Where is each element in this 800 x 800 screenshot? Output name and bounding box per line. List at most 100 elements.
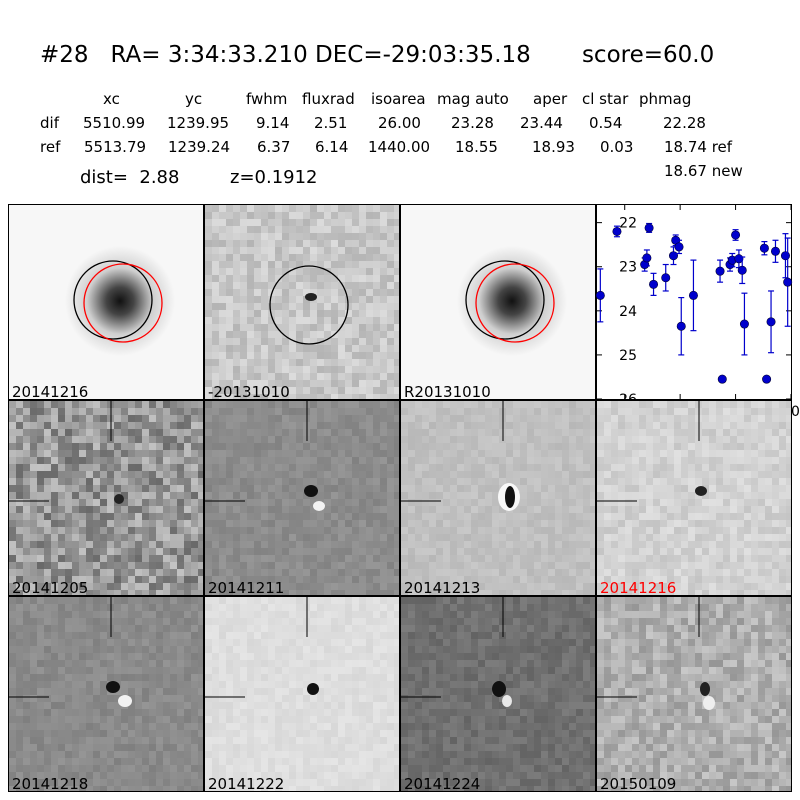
source-dark — [492, 681, 506, 697]
source-light — [118, 695, 132, 707]
source-dark — [505, 486, 515, 508]
stamp-label: 20141205 — [12, 579, 89, 596]
stamp-diff: 20141205 — [8, 400, 204, 596]
stamp-label: 20141222 — [208, 775, 285, 792]
stamp-overlay — [401, 597, 512, 707]
stamp-label: 20141216 — [12, 383, 89, 400]
stamp-diff: 20150109 — [596, 596, 792, 792]
table-cell: 26.00 — [378, 114, 421, 132]
col-header-fwhm: fwhm — [246, 90, 288, 108]
source-dark — [304, 485, 318, 497]
stamp-reference-image: R20131010 — [400, 204, 596, 400]
data-point — [595, 290, 605, 300]
table-cell: 1239.95 — [167, 114, 230, 132]
row-label-ref: ref — [40, 138, 61, 156]
data-point — [780, 251, 790, 261]
stamp-label-highlight: 20141216 — [600, 579, 677, 596]
stamp-label: 20141224 — [404, 775, 481, 792]
source-light — [703, 696, 715, 710]
col-header-isoarea: isoarea — [371, 90, 426, 108]
stamp-label: 20141218 — [12, 775, 89, 792]
stamp-overlay — [9, 597, 132, 707]
stamp-overlay — [597, 597, 715, 710]
light-curve-plot: -100-500502223242526 — [595, 204, 800, 420]
table-cell: 5510.99 — [83, 114, 146, 132]
stamp-label: 20150109 — [600, 775, 677, 792]
stamp-label: R20131010 — [404, 383, 491, 400]
source-dark — [114, 494, 124, 504]
ref-circle — [269, 265, 349, 345]
table-cell: 1239.24 — [168, 138, 231, 156]
stamp-diff: 20141211 — [204, 400, 400, 596]
source-light — [313, 501, 325, 511]
stamp-label: -20131010 — [208, 383, 290, 400]
stamp-new-image: 20141216 — [8, 204, 204, 400]
data-point — [770, 246, 780, 256]
data-point — [759, 243, 769, 253]
y-tick-label: 25 — [619, 348, 637, 364]
stamp-overlay — [269, 265, 349, 345]
stamp-noise — [597, 597, 791, 791]
table-cell: 6.37 — [257, 138, 291, 156]
stamp-diff-reference: -20131010 — [204, 204, 400, 400]
table-cell: 2.51 — [314, 114, 348, 132]
table-cell: 23.44 — [520, 114, 563, 132]
table-cell: 1440.00 — [368, 138, 431, 156]
col-header-phmag: phmag — [639, 90, 692, 108]
stamp-noise — [205, 597, 399, 791]
table-cell: 18.74 ref — [664, 138, 733, 156]
table-cell: 5513.79 — [84, 138, 147, 156]
source-dark — [106, 681, 120, 693]
col-header-aper: aper — [533, 90, 568, 108]
stamp-overlay — [205, 401, 325, 511]
data-point — [642, 253, 652, 263]
phmag-new: 18.67 new — [664, 162, 743, 180]
data-point — [731, 230, 741, 240]
stamp-overlay — [205, 597, 319, 698]
dist-value: dist= 2.88 — [80, 167, 180, 188]
source-dark — [695, 486, 707, 496]
stamp-diff: 20141213 — [400, 400, 596, 596]
stamp-diff: 20141222 — [204, 596, 400, 792]
col-header-fluxrad: fluxrad — [302, 90, 355, 108]
data-point — [739, 319, 749, 329]
stamp-diff: 20141218 — [8, 596, 204, 792]
source-dark — [305, 293, 317, 301]
data-point — [668, 251, 678, 261]
stamp-noise — [205, 205, 399, 399]
source-dark — [307, 683, 319, 695]
data-point — [661, 273, 671, 283]
stamp-overlay — [9, 401, 124, 504]
table-cell: 0.54 — [589, 114, 623, 132]
stamp-diff: 20141224 — [400, 596, 596, 792]
galaxy-blob — [457, 246, 567, 356]
data-point — [762, 374, 772, 384]
light-curve-svg: -100-500502223242526 — [595, 205, 800, 420]
table-cell: 18.55 — [455, 138, 498, 156]
table-cell: 23.28 — [451, 114, 494, 132]
ref-circle — [73, 260, 153, 340]
col-header-clstar: cl star — [582, 90, 629, 108]
y-tick-label: 23 — [619, 260, 637, 276]
stamp-noise — [401, 597, 595, 791]
galaxy-blob — [65, 246, 175, 356]
col-header-magauto: mag auto — [437, 90, 509, 108]
stamp-noise — [205, 401, 399, 595]
stamp-overlay — [401, 401, 520, 511]
new-circle — [475, 263, 555, 343]
y-tick-label: 22 — [619, 216, 637, 232]
table-cell: 9.14 — [256, 114, 290, 132]
data-point — [715, 266, 725, 276]
data-point — [717, 374, 727, 384]
new-circle — [83, 263, 163, 343]
stamp-noise — [401, 401, 595, 595]
stamp-diff: 20141216 — [596, 400, 792, 596]
data-point — [688, 290, 698, 300]
stamp-overlay — [597, 401, 707, 502]
table-cell: 6.14 — [315, 138, 349, 156]
stamp-noise — [9, 597, 203, 791]
data-point — [612, 226, 622, 236]
source-light — [502, 695, 512, 707]
stamp-noise — [9, 401, 203, 595]
data-point — [674, 242, 684, 252]
